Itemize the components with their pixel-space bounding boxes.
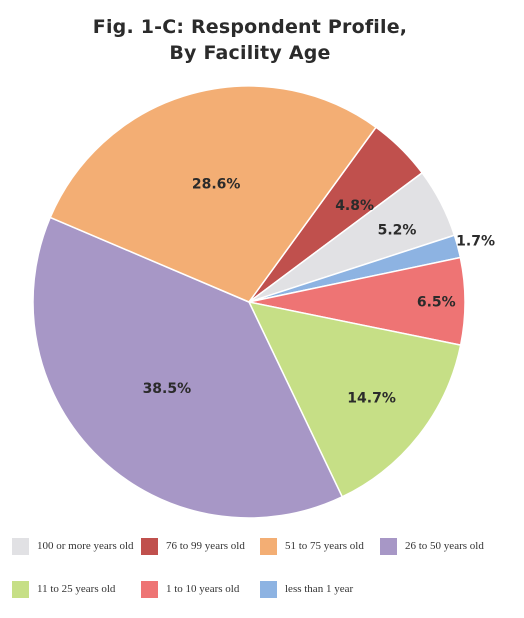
legend-item-100-plus: 100 or more years old xyxy=(12,536,134,556)
chart-title: Fig. 1-C: Respondent Profile, By Facilit… xyxy=(0,14,500,66)
legend-swatch xyxy=(260,580,277,598)
legend-label: 1 to 10 years old xyxy=(166,583,240,595)
legend-item-51-75: 51 to 75 years old xyxy=(260,536,364,556)
slice-data-label: 6.5% xyxy=(417,294,456,310)
slice-data-label: 14.7% xyxy=(347,391,396,407)
legend-swatch xyxy=(141,537,158,555)
legend-swatch xyxy=(12,537,29,555)
chart-title-line-2: By Facility Age xyxy=(169,42,331,64)
legend-item-76-99: 76 to 99 years old xyxy=(141,536,245,556)
slice-data-label: 4.8% xyxy=(335,198,374,214)
legend-item-11-25: 11 to 25 years old xyxy=(12,579,115,599)
legend-label: 11 to 25 years old xyxy=(37,583,116,595)
legend-swatch xyxy=(12,580,29,598)
legend-swatch xyxy=(260,537,277,555)
legend-label: less than 1 year xyxy=(285,583,354,595)
legend-swatch xyxy=(380,537,397,555)
pie-slice-26-to-50-years-old xyxy=(32,216,344,519)
legend-label: 26 to 50 years old xyxy=(405,540,484,552)
legend-label: 51 to 75 years old xyxy=(285,540,364,552)
slice-data-label: 28.6% xyxy=(192,176,241,192)
slice-data-label: 1.7% xyxy=(456,234,495,250)
legend-item-less-than-1: less than 1 year xyxy=(260,579,353,599)
legend-swatch xyxy=(141,580,158,598)
pie-chart: 4.8%5.2% 1.7% 6.5% 14.7% 38.5% 28.6% xyxy=(32,85,495,519)
slice-data-label: 5.2% xyxy=(378,223,417,239)
legend-label: 100 or more years old xyxy=(37,540,134,552)
legend-item-26-50: 26 to 50 years old xyxy=(380,536,484,556)
pie-slice-51-to-75-years-old xyxy=(49,85,378,303)
chart-title-line-1: Fig. 1-C: Respondent Profile, xyxy=(92,16,408,38)
slice-data-label: 38.5% xyxy=(143,381,192,397)
legend-label: 76 to 99 years old xyxy=(166,540,245,552)
pie-slice-11-to-25-years-old xyxy=(247,300,462,498)
legend-item-1-10: 1 to 10 years old xyxy=(141,579,239,599)
